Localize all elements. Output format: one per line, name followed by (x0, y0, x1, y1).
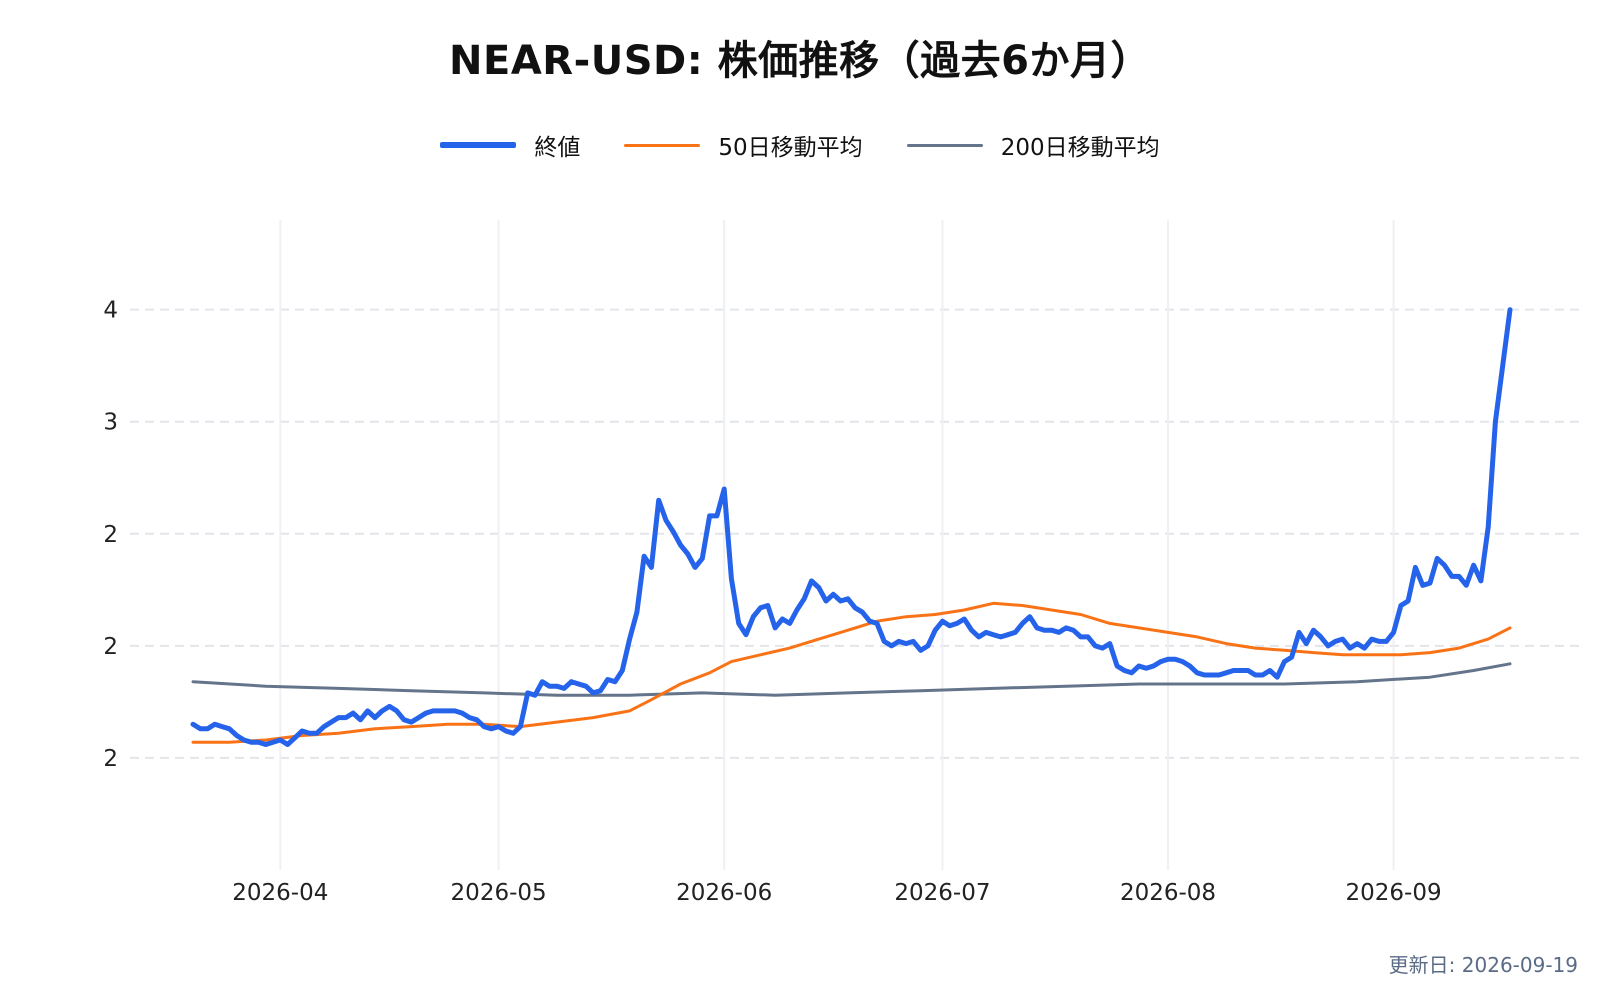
x-tick-label: 2026-04 (232, 880, 328, 906)
series-ma50-line (191, 601, 1512, 744)
x-tick-label: 2026-05 (451, 880, 547, 906)
y-tick-label: 3 (103, 410, 118, 436)
legend-label-ma200: 200日移動平均 (1000, 135, 1160, 161)
updated-date: 更新日: 2026-09-19 (1388, 953, 1578, 977)
series-close-line (190, 307, 1513, 747)
legend-label-ma50: 50日移動平均 (718, 135, 863, 161)
legend: 終値 50日移動平均 200日移動平均 (0, 128, 1600, 162)
legend-swatch-close (440, 142, 517, 148)
legend-item-ma50[interactable]: 50日移動平均 (624, 128, 863, 162)
chart-title: NEAR-USD: 株価推移（過去6か月） (449, 38, 1151, 84)
legend-item-close[interactable]: 終値 (440, 128, 580, 162)
legend-item-ma200[interactable]: 200日移動平均 (906, 128, 1160, 162)
y-tick-label: 4 (103, 298, 118, 324)
legend-label-close: 終値 (534, 135, 581, 161)
x-tick-label: 2026-08 (1120, 880, 1216, 906)
legend-swatch-ma50 (624, 143, 701, 147)
series-ma200-line (191, 662, 1512, 697)
legend-swatch-ma200 (906, 143, 983, 147)
y-tick-label: 2 (103, 746, 118, 772)
y-tick-label: 2 (103, 522, 118, 548)
x-tick-label: 2026-06 (676, 880, 772, 906)
x-tick-label: 2026-09 (1346, 880, 1442, 906)
x-tick-label: 2026-07 (894, 880, 990, 906)
y-tick-label: 2 (103, 634, 118, 660)
